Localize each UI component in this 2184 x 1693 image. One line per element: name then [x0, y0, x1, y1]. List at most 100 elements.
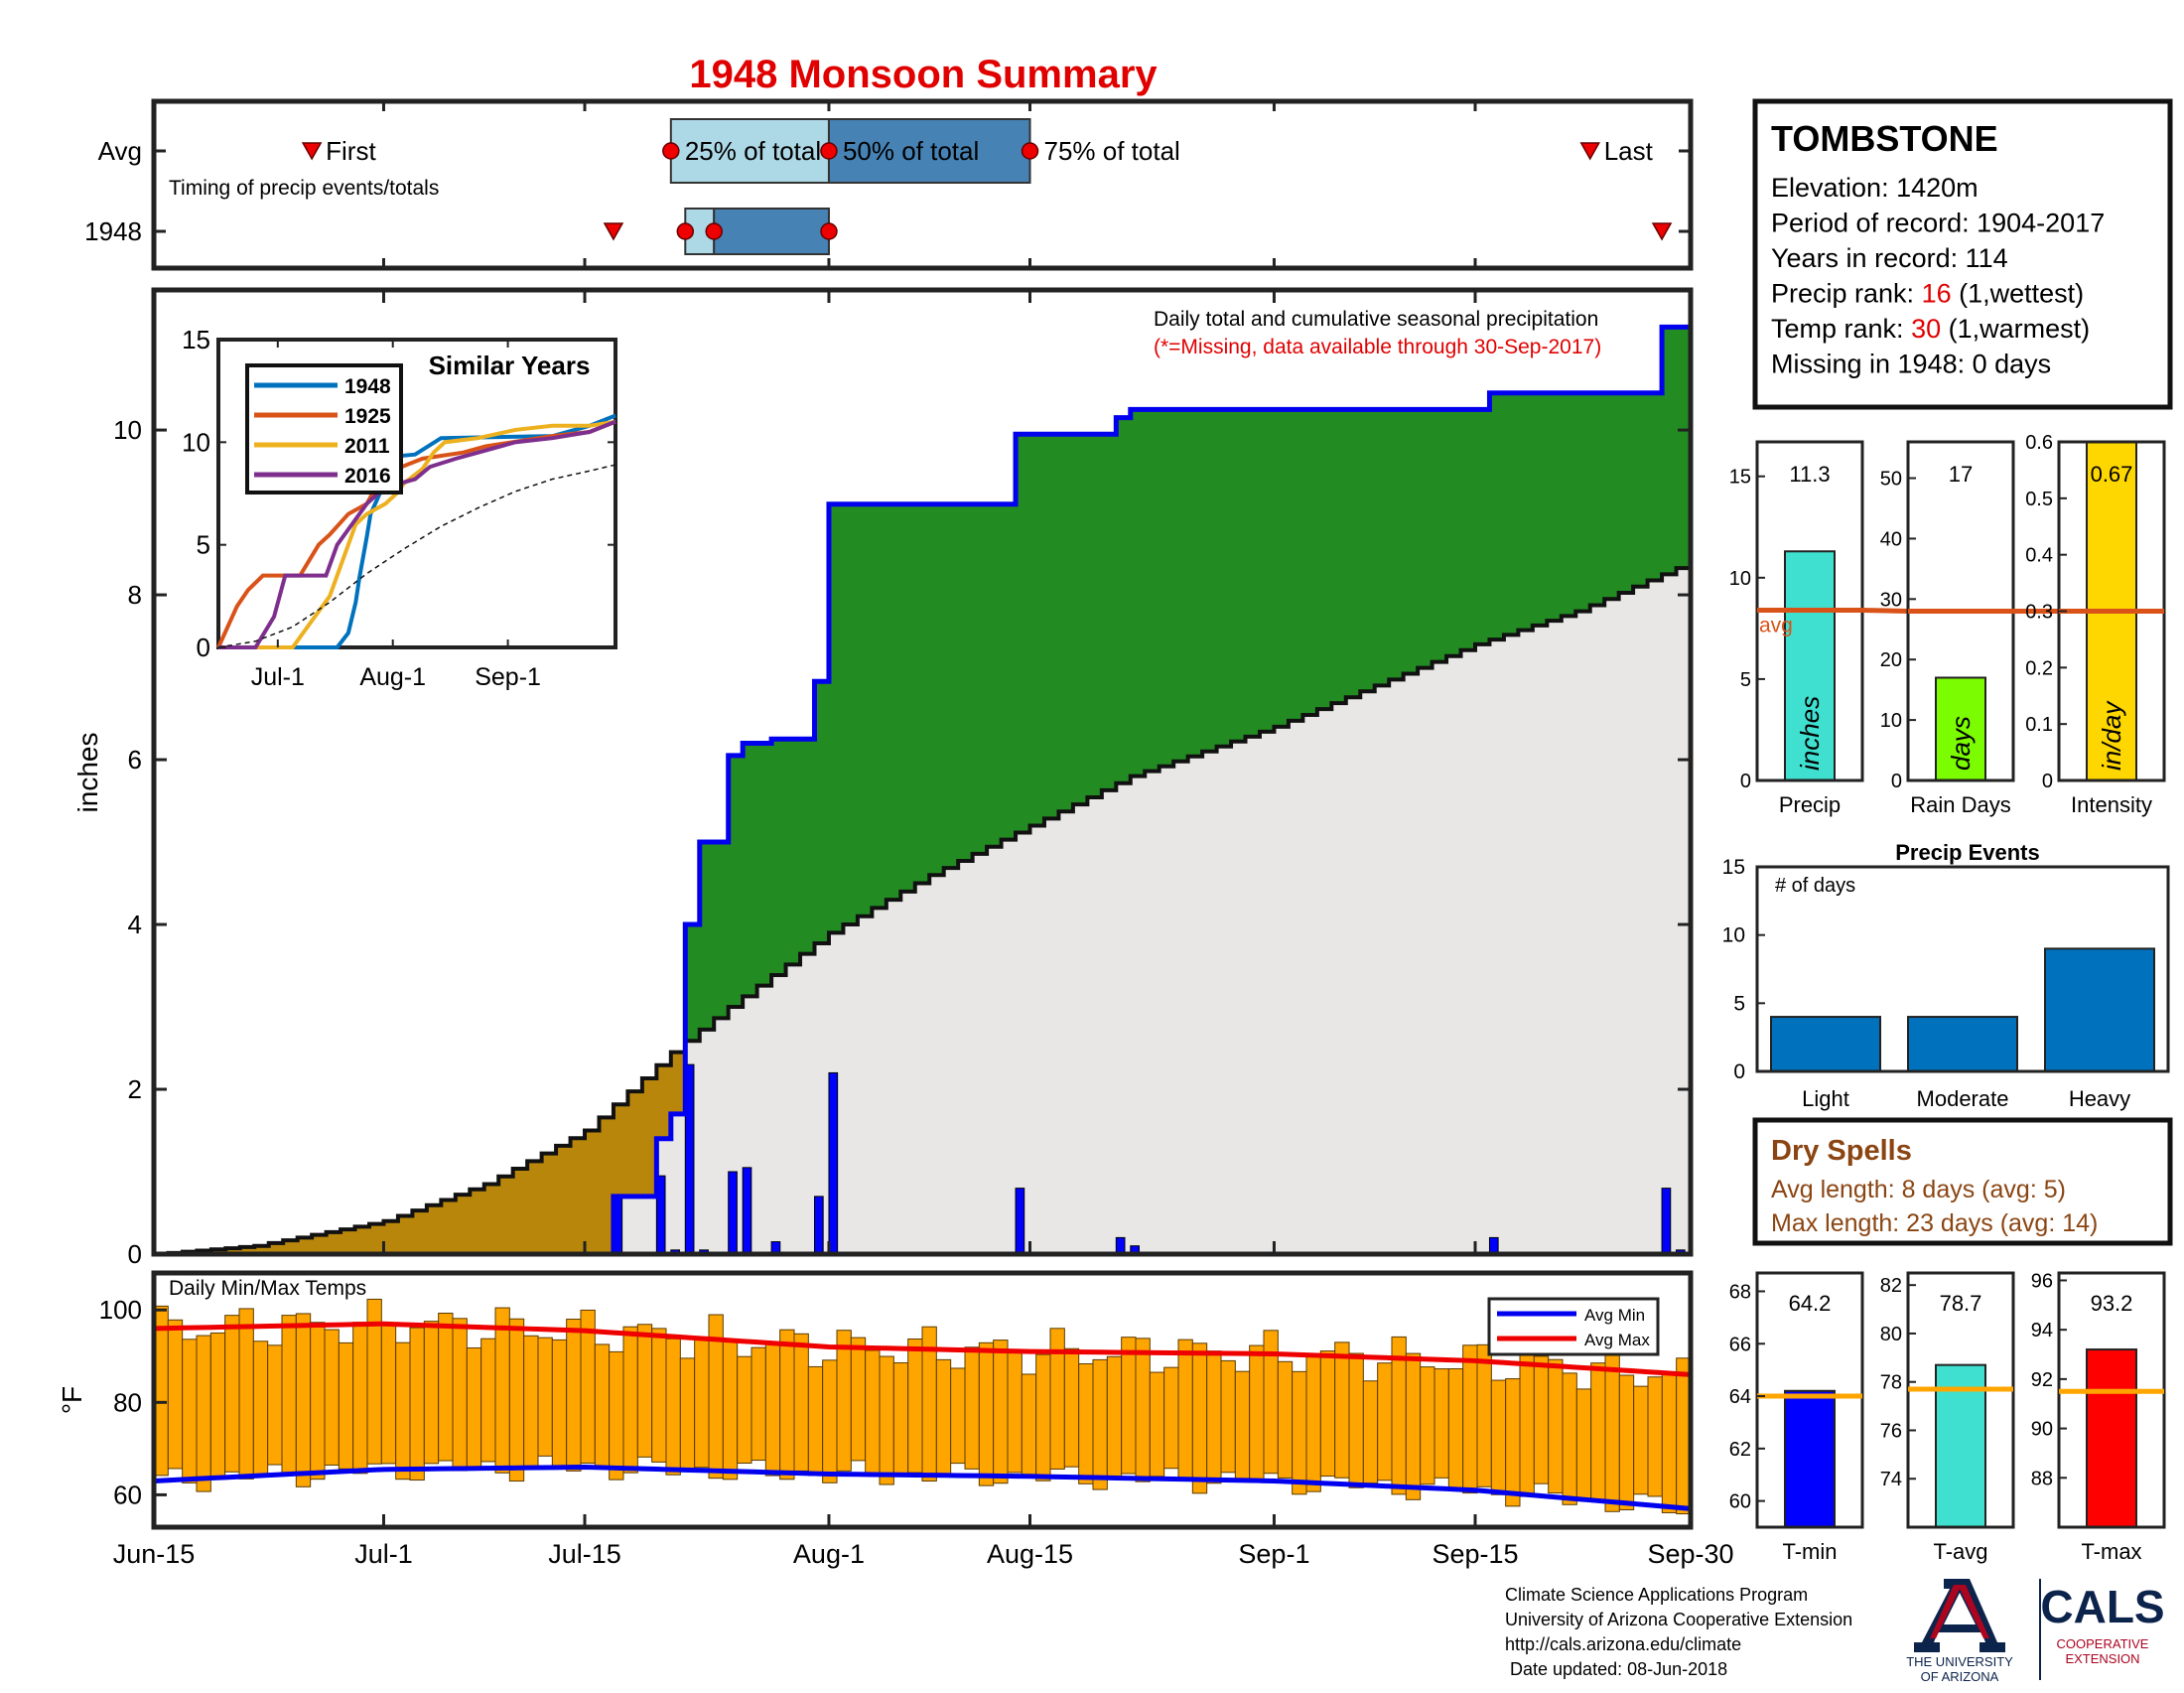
daily-temp-bar	[850, 1337, 867, 1462]
dry-spells-box: Dry Spells Avg length: 8 days (avg: 5) M…	[1752, 1117, 2173, 1246]
inset-legend-label-1925: 1925	[344, 405, 391, 428]
temp-summary-value: 78.7	[1940, 1291, 1982, 1316]
station-box-frame	[1752, 98, 2173, 410]
x-tick-label: Sep-15	[1432, 1539, 1518, 1569]
summary-y-tick-label: 20	[1880, 649, 1902, 671]
inset-x-tick-label: Aug-1	[359, 663, 426, 691]
daily-temp-bar	[1249, 1344, 1265, 1483]
timing-quantile-dot	[705, 222, 723, 240]
daily-temp-bar	[224, 1315, 240, 1473]
station-info-line: Years in record: 114	[1771, 243, 2008, 273]
temp-summary-y-tick-label: 88	[2031, 1468, 2053, 1489]
daily-temp-bar	[338, 1341, 354, 1470]
events-y-tick-label: 15	[1722, 856, 1745, 879]
summary-unit-label: in/day	[2097, 700, 2126, 771]
station-info-text: Precip rank:	[1771, 279, 1922, 309]
temp-summary-y-tick-label: 76	[1880, 1420, 1902, 1442]
event-category-label: Light	[1802, 1086, 1849, 1111]
average-cumulative-area	[154, 561, 1691, 1254]
daily-temp-bar	[1562, 1372, 1577, 1505]
events-frame	[1755, 865, 2170, 1073]
daily-temp-bar	[1007, 1349, 1023, 1474]
timing-first-triangle	[603, 222, 624, 241]
timing-last-triangle	[1651, 222, 1673, 241]
daily-temp-bar	[1191, 1342, 1208, 1494]
daily-temp-bar	[978, 1341, 995, 1486]
daily-temp-bar	[1490, 1379, 1507, 1495]
daily-temp-bar	[209, 1332, 226, 1480]
station-info-line: Missing in 1948: 0 days	[1771, 350, 2051, 379]
temp-summary-frame	[2057, 1271, 2166, 1529]
daily-precip-bar	[728, 1171, 738, 1255]
daily-temp-bar	[822, 1359, 838, 1483]
summary-y-tick-label: 15	[1729, 467, 1751, 489]
temp-summary-bar-0	[1784, 1389, 1836, 1529]
daily-precip-bar	[1661, 1188, 1672, 1255]
timing-label-first: First	[326, 136, 376, 166]
station-info-line: Temp rank: 30 (1,warmest)	[1771, 314, 2090, 344]
summary-value: 11.3	[1789, 462, 1830, 487]
event-bar-light	[1770, 1016, 1881, 1072]
block-a-inner	[1944, 1593, 1976, 1624]
summary-y-tick-label: 0.6	[2025, 432, 2053, 454]
inset-x-tick-label: Jul-1	[251, 663, 305, 691]
daily-temp-bar	[167, 1319, 184, 1470]
station-rank-value: 16	[1922, 279, 1952, 309]
daily-temp-bar	[665, 1338, 681, 1476]
summary-avg-label: avg	[1759, 614, 1793, 636]
x-tick-label: Aug-15	[987, 1539, 1073, 1569]
daily-temp-bar	[1078, 1363, 1094, 1484]
daily-temp-bar	[1377, 1362, 1393, 1481]
temp-y-tick-label: 80	[113, 1387, 142, 1417]
temp-summary-label: T-max	[2081, 1539, 2141, 1564]
dry-spells-max-length: Max length: 23 days (avg: 14)	[1771, 1209, 2098, 1237]
summary-bar-label: Rain Days	[1910, 792, 2010, 817]
daily-temp-bar	[494, 1307, 510, 1474]
temp-chart-title: Daily Min/Max Temps	[169, 1277, 366, 1300]
daily-temp-bar	[1405, 1352, 1422, 1500]
temp-summary-y-tick-label: 78	[1880, 1372, 1902, 1394]
main-y-tick-label: 6	[128, 745, 142, 775]
cals-wordmark: CALS	[2040, 1581, 2164, 1632]
temp-summary-label: T-min	[1783, 1539, 1838, 1564]
daily-temp-bar	[892, 1361, 909, 1478]
daily-temp-bar	[1575, 1388, 1592, 1500]
inset-y-tick-label: 10	[182, 427, 210, 457]
summary-unit-label: inches	[1795, 696, 1825, 771]
event-bar-heavy	[2044, 947, 2155, 1073]
x-tick-label: Jul-1	[354, 1539, 413, 1569]
daily-temp-bar	[423, 1321, 440, 1465]
temp-summary-value: 64.2	[1789, 1291, 1832, 1316]
daily-temp-bar	[1277, 1360, 1294, 1479]
footer-line-university: University of Arizona Cooperative Extens…	[1505, 1610, 1852, 1629]
daily-precip-bar	[742, 1167, 752, 1255]
daily-temp-bar	[1590, 1362, 1606, 1500]
timing-panel-title: Timing of precip events/totals	[169, 177, 439, 200]
temp-y-axis-label: °F	[57, 1386, 87, 1414]
events-y-label: # of days	[1775, 875, 1855, 897]
main-y-tick-label: 8	[128, 580, 142, 610]
station-info-line: Period of record: 1904-2017	[1771, 209, 2105, 238]
temp-summary-bar-1	[1935, 1363, 1986, 1528]
average-cumulative-line	[154, 561, 1693, 1256]
daily-temp-bar	[1292, 1370, 1307, 1495]
daily-temp-bar	[508, 1318, 525, 1482]
daily-temp-bar	[182, 1339, 198, 1483]
main-chart-frame	[151, 287, 1694, 1257]
daily-temp-bar	[466, 1346, 482, 1469]
main-chart-content	[154, 323, 1694, 1257]
timing-label-last: Last	[1604, 136, 1654, 166]
temp-summary-y-tick-label: 66	[1729, 1334, 1751, 1355]
x-tick-label: Sep-30	[1647, 1539, 1733, 1569]
daily-temps-chart: 60 80 100 Daily Min/Max Temps °F Avg Min A…	[57, 1270, 1694, 1530]
timing-first-triangle	[301, 142, 323, 161]
temp-summary-frame	[1906, 1271, 2015, 1529]
seasonal-summary-bars: 11.3 inches Precip avg 0 5 10 15 17 days Rain Days…	[1729, 432, 2166, 817]
daily-temp-bar	[793, 1333, 809, 1472]
dry-spells-avg-length: Avg length: 8 days (avg: 5)	[1771, 1176, 2066, 1203]
dry-spells-title: Dry Spells	[1771, 1135, 1912, 1167]
temp-summary-frame	[1755, 1271, 1864, 1529]
daily-temp-bar	[594, 1343, 611, 1469]
daily-temp-bar	[1021, 1373, 1037, 1478]
main-y-tick-label: 2	[128, 1074, 142, 1104]
